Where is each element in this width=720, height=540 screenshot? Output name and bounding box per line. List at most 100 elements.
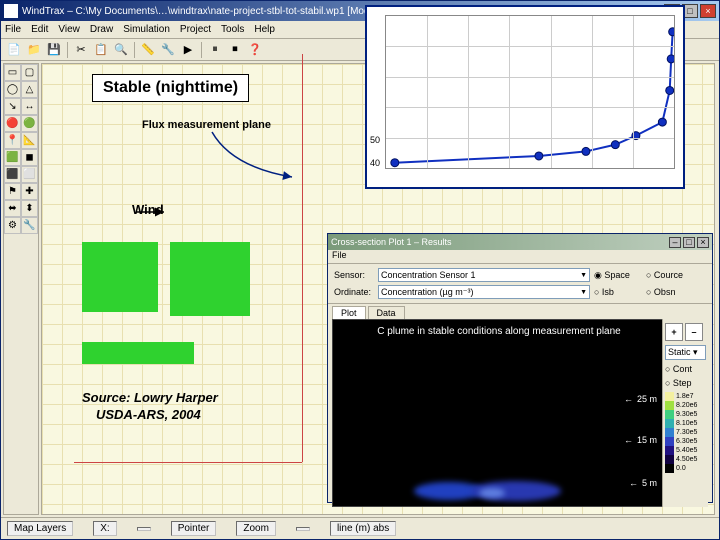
plume-blob-2 [479, 488, 505, 498]
toolbar-button-5[interactable]: 🔍 [112, 41, 130, 59]
scale-dropdown[interactable]: Static ▾ [665, 345, 706, 360]
plume-plot: C plume in stable conditions along measu… [332, 319, 666, 507]
menu-view[interactable]: View [58, 24, 80, 35]
app-icon [4, 4, 18, 18]
tool-5-0[interactable]: 🟩 [4, 149, 21, 166]
source-block-1[interactable] [170, 242, 250, 316]
height-mark-25m: ←25 m [624, 394, 657, 404]
toolbar-button-9[interactable]: ⏸ [206, 41, 224, 59]
results-title: Cross-section Plot 1 – Results [331, 237, 669, 247]
flux-arrow-icon [202, 122, 322, 207]
tool-0-0[interactable]: ▭ [4, 64, 21, 81]
menu-file[interactable]: File [5, 24, 21, 35]
results-titlebar: Cross-section Plot 1 – Results – □ × [328, 234, 712, 250]
toolbar-button-4[interactable]: 📋 [92, 41, 110, 59]
status-item-5 [296, 527, 310, 531]
radio-space[interactable]: ◉ Space [594, 270, 642, 281]
height-mark-5m: ←5 m [629, 478, 657, 488]
plus-button[interactable]: + [665, 323, 683, 341]
y-tick-40: 40 [370, 158, 380, 168]
tool-5-1[interactable]: ◼ [21, 149, 38, 166]
height-mark-15m: ←15 m [624, 435, 657, 445]
results-close-button[interactable]: × [697, 237, 709, 248]
menu-tools[interactable]: Tools [221, 24, 244, 35]
tool-7-1[interactable]: ✚ [21, 183, 38, 200]
source-block-2[interactable] [82, 342, 194, 364]
radio-group-1: ◉ Space [594, 270, 642, 281]
menu-simulation[interactable]: Simulation [123, 24, 170, 35]
tool-3-1[interactable]: 🟢 [21, 115, 38, 132]
results-controls: Sensor: Concentration Sensor 1▼ ◉ Space … [328, 264, 712, 304]
results-window: Cross-section Plot 1 – Results – □ × Fil… [327, 233, 713, 503]
menu-help[interactable]: Help [254, 24, 275, 35]
source-line2: USDA-ARS, 2004 [82, 407, 218, 424]
title-label: Stable (nighttime) [92, 74, 249, 102]
source-block-0[interactable] [82, 242, 158, 312]
minus-button[interactable]: – [685, 323, 703, 341]
tool-0-1[interactable]: ▢ [21, 64, 38, 81]
tool-6-1[interactable]: ⬜ [21, 166, 38, 183]
sensor-dropdown[interactable]: Concentration Sensor 1▼ [378, 268, 590, 282]
status-item-0: Map Layers [7, 521, 73, 536]
menu-edit[interactable]: Edit [31, 24, 48, 35]
tab-plot[interactable]: Plot [332, 306, 366, 319]
source-line1: Source: Lowry Harper [82, 390, 218, 407]
results-maximize-button[interactable]: □ [683, 237, 695, 248]
sensor-label: Sensor: [334, 270, 374, 280]
toolbar-button-10[interactable]: ⏹ [226, 41, 244, 59]
status-item-3: Pointer [171, 521, 217, 536]
toolbar-button-3[interactable]: ✂ [72, 41, 90, 59]
axis-vertical [302, 54, 303, 462]
menu-project[interactable]: Project [180, 24, 211, 35]
main-window: WindTrax – C:\My Documents\…\windtrax\na… [0, 0, 720, 540]
source-citation: Source: Lowry Harper USDA-ARS, 2004 [82, 390, 218, 424]
results-minimize-button[interactable]: – [669, 237, 681, 248]
radio-isb[interactable]: ○ Isb [594, 287, 642, 297]
status-item-2 [137, 527, 151, 531]
tool-2-0[interactable]: ↘ [4, 98, 21, 115]
tab-data[interactable]: Data [368, 306, 405, 319]
radio-group-2b: ○ Obsn [646, 287, 706, 297]
toolbar-button-7[interactable]: 🔧 [159, 41, 177, 59]
ordinate-dropdown[interactable]: Concentration (µg m⁻³)▼ [378, 285, 590, 299]
tool-2-1[interactable]: ↔ [21, 98, 38, 115]
tool-1-0[interactable]: ◯ [4, 81, 21, 98]
radio-group-2: ○ Cource [646, 270, 706, 280]
results-tabs: PlotData [328, 304, 712, 319]
status-item-1: X: [93, 521, 116, 536]
toolbar-button-8[interactable]: ▶ [179, 41, 197, 59]
menu-draw[interactable]: Draw [90, 24, 113, 35]
results-menubar: File [328, 250, 712, 264]
radio-cont[interactable]: ○ Cont [665, 364, 706, 374]
tool-8-1[interactable]: ⬍ [21, 200, 38, 217]
close-button[interactable]: × [700, 4, 716, 18]
tool-6-0[interactable]: ⬛ [4, 166, 21, 183]
tool-4-1[interactable]: 📐 [21, 132, 38, 149]
statusbar: Map LayersX: PointerZoom line (m) abs [1, 517, 719, 539]
radio-group-1b: ○ Isb [594, 287, 642, 297]
line-chart: 40 50 [365, 5, 685, 189]
tool-8-0[interactable]: ⬌ [4, 200, 21, 217]
toolbar-button-2[interactable]: 💾 [45, 41, 63, 59]
toolbar-button-1[interactable]: 📁 [25, 41, 43, 59]
results-side-panel: +–Static ▾○ Cont○ Step1.8e78.20e69.30e58… [662, 319, 708, 507]
tool-3-0[interactable]: 🔴 [4, 115, 21, 132]
radio-step[interactable]: ○ Step [665, 378, 706, 388]
tool-4-0[interactable]: 📍 [4, 132, 21, 149]
toolbar-button-0[interactable]: 📄 [5, 41, 23, 59]
radio-cource[interactable]: ○ Cource [646, 270, 706, 280]
results-file-menu[interactable]: File [332, 250, 347, 260]
y-tick-50: 50 [370, 135, 380, 145]
toolbox: ▭▢◯△↘↔🔴🟢📍📐🟩◼⬛⬜⚑✚⬌⬍⚙🔧 [3, 63, 39, 515]
tool-1-1[interactable]: △ [21, 81, 38, 98]
tool-9-0[interactable]: ⚙ [4, 217, 21, 234]
ordinate-label: Ordinate: [334, 287, 374, 297]
chart-plot-area: 4050 [385, 15, 675, 169]
status-item-4: Zoom [236, 521, 276, 536]
toolbar-button-6[interactable]: 📏 [139, 41, 157, 59]
toolbar-button-11[interactable]: ❓ [246, 41, 264, 59]
chart-svg [386, 16, 674, 168]
tool-7-0[interactable]: ⚑ [4, 183, 21, 200]
radio-obsn[interactable]: ○ Obsn [646, 287, 706, 297]
tool-9-1[interactable]: 🔧 [21, 217, 38, 234]
